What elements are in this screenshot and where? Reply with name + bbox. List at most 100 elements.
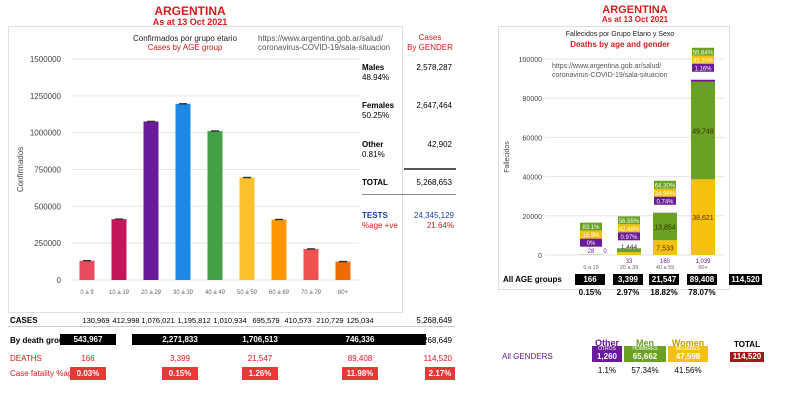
left-url-line1: https://www.argentina.gob.ar/salud/: [258, 34, 383, 43]
gender-other-value-box: 1,260: [592, 352, 622, 362]
x-tick-label: 10 a 19: [109, 290, 130, 296]
y-tick-label: 80000: [523, 96, 543, 103]
genders-total-label: TOTAL: [734, 340, 760, 349]
men-value-label: 49,748: [692, 129, 714, 136]
death-group-cell: 1,706,513: [212, 334, 308, 345]
cfr-cell: 1.26%: [242, 367, 278, 380]
women-pct-tag: [580, 230, 602, 239]
death-group-cell: 746,336: [294, 334, 426, 345]
cases-cell: 410,573: [284, 316, 312, 325]
right-chart-title-en: Deaths by age and gender: [570, 40, 670, 49]
bar-20-a-29: [143, 121, 159, 280]
age-groups-total-box: 114,520: [729, 274, 762, 285]
cases-cell: 210,729: [316, 316, 344, 325]
x-tick-label: 20 a 29: [141, 290, 162, 296]
gender-men-sub: HOMBRES: [624, 346, 666, 352]
gender-males-label: Males: [362, 63, 385, 72]
gender-total-underline: [362, 194, 456, 195]
tests-label: TESTS: [362, 211, 388, 220]
gender-women-pct: 41.56%: [674, 366, 702, 375]
bar-80plus: [335, 261, 351, 280]
cases-cell: 125,034: [346, 316, 374, 325]
x-tick-label: 40 a 49: [205, 290, 226, 296]
x-tick-label: 50 a 59: [237, 290, 258, 296]
men-value-label: 13,854: [654, 225, 676, 232]
bar-40-a-49: [207, 131, 223, 280]
right-url-line2: coronavirus-COVID-19/sala-situacion: [552, 72, 668, 79]
y-tick-label: 250000: [34, 239, 61, 248]
cases-cell: 412,998: [112, 316, 140, 325]
left-chart-panel: 0 250000 500000 750000 1000000 1250000 1500000…: [8, 26, 403, 313]
stack-otros-3: [691, 79, 715, 82]
other-pct-tag: [618, 232, 640, 241]
right-date: As at 13 Oct 2021: [601, 15, 669, 24]
gender-men-pct: 57.34%: [631, 366, 659, 375]
gender-females-label: Females: [362, 101, 395, 110]
other-value-label: 1,039: [695, 259, 711, 265]
left-url-line2: coronavirus-COVID-19/sala-situacion: [258, 43, 391, 52]
y-tick-label: 750000: [34, 166, 61, 175]
cases-row-line: [8, 326, 455, 327]
bar-10-a-19: [111, 219, 127, 280]
cases-cell: 695,579: [252, 316, 280, 325]
deaths-cell: 89,408: [347, 354, 373, 363]
men-pct-label: 55.64%: [693, 50, 714, 56]
cfr-cell: 0.15%: [162, 367, 198, 380]
gender-men-title: Men: [636, 338, 654, 348]
gender-other-label: Other: [362, 140, 384, 149]
y-tick-label: 500000: [34, 202, 61, 211]
age-group-pct: 78.07%: [688, 288, 716, 297]
men-pct-tag: [618, 216, 640, 225]
cases-cell: 1,195,812: [177, 316, 211, 325]
women-value-label: 7,533: [656, 246, 674, 253]
gender-males-pct: 48.94%: [362, 73, 390, 82]
y-tick-label: 0: [538, 253, 542, 260]
gender-women-title: Women: [671, 338, 705, 348]
gender-other-title: Other: [594, 338, 619, 348]
gender-other-sub: OTROS: [592, 346, 622, 352]
x-tick-label: 60+: [698, 265, 707, 271]
x-tick-label: 40 a 59: [656, 265, 674, 271]
other-pct-tag: [654, 196, 676, 205]
women-pct-tag: [654, 188, 676, 197]
women-pct-label: 16.9%: [582, 233, 600, 239]
y-tick-label: 60000: [523, 135, 543, 142]
y-tick-label: 1250000: [30, 92, 62, 101]
deaths-cell: 21,547: [247, 354, 273, 363]
tests-value: 24,345,129: [413, 211, 454, 220]
death-group-cell: 2,271,833: [132, 334, 228, 345]
women-value-label: 28: [588, 249, 595, 255]
deaths-by-age-gender-chart: 0 20000 40000 60000 80000 100000 Fallecidos 28 1…: [504, 47, 725, 271]
cfr-cell: 11.98%: [342, 367, 378, 380]
tests-pct-label: %age +ve: [362, 221, 398, 230]
gender-females-value: 2,647,464: [416, 101, 452, 110]
y-tick-label: 0: [57, 276, 62, 285]
gender-females-pct: 50.25%: [362, 111, 390, 120]
right-url-line1: https://www.argentina.gob.ar/salud/: [552, 63, 662, 70]
other-value-label: 160: [660, 259, 671, 265]
left-chart-title-en: Cases by AGE group: [147, 43, 223, 52]
deaths-total: 114,520: [423, 354, 452, 363]
y-axis-label: Confirmados: [16, 147, 25, 192]
right-chart-title-es: Fallecidos por Grupo Etario y Sexo: [565, 31, 675, 38]
gender-men-value-box: 65,662: [624, 352, 666, 362]
women-value-label: 38,621: [692, 215, 714, 222]
stack-hombres-2: [653, 213, 677, 241]
other-value-label: 33: [626, 259, 633, 265]
bar-0-a-9: [79, 260, 95, 280]
cfr-total-box: 2.17%: [425, 367, 455, 380]
x-tick-label: 0 a 9: [80, 290, 94, 296]
x-tick-label: 80+: [338, 290, 349, 296]
cases-by-age-chart: 0 250000 500000 750000 1000000 1250000 1500000…: [16, 55, 359, 296]
gender-total-divider: [404, 168, 456, 170]
gender-header-by-gender: By GENDER: [407, 43, 453, 52]
stack-hombres-1: [617, 248, 641, 253]
cfr-label: Case fatality %age: [10, 369, 77, 378]
death-group-total: 5,268,649: [416, 336, 452, 345]
bar-50-a-59: [239, 177, 255, 280]
death-group-cell: 543,967: [60, 334, 116, 345]
age-group-cell: 3,399: [613, 274, 643, 285]
gender-other-pct-right: 1.1%: [597, 366, 617, 375]
age-group-pct: 2.97%: [616, 288, 640, 297]
stack-mujeres-2: [653, 240, 677, 255]
